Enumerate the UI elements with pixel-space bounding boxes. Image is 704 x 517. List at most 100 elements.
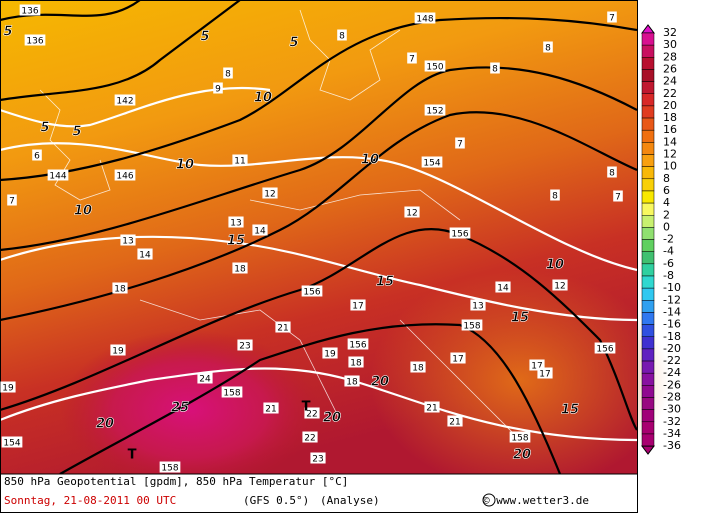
colorbar-label: -20 [663,342,681,355]
temperature-value: 8 [609,169,615,179]
temperature-value-box [495,281,511,293]
temperature-value-box [7,194,17,206]
temperature-value: 17 [452,355,463,365]
geopotential-label: 152 [426,107,443,117]
colorbar-band [641,154,655,167]
temperature-value: 18 [346,378,358,388]
temperature-value-box [410,361,426,373]
geopotential-label-box [221,386,243,398]
geopotential-label: 154 [3,439,20,449]
temperature-value-box [262,187,278,199]
isotherm-label: 15 [511,311,529,326]
colorbar-label: -12 [663,293,681,306]
colorbar-band [641,263,655,277]
colorbar-band [641,409,655,423]
isotherm-label: 25 [171,401,189,416]
temperature-value-box [237,339,253,351]
temperature-value: 7 [609,14,615,24]
temperature-value: 7 [9,197,15,207]
temperature-value-box [607,11,617,23]
colorbar-band [641,32,655,46]
isotherm-label: 10 [546,258,564,273]
temperature-value-box [424,401,440,413]
colorbar-label: -14 [663,305,681,318]
temperature-value: 7 [615,193,621,203]
colorbar-label: -10 [663,281,681,294]
colorbar-band [641,385,655,398]
temperature-value: 13 [230,219,241,229]
colorbar-label: 10 [663,160,677,173]
temperature-value: 23 [312,455,323,465]
temperature-value: 17 [539,370,550,380]
geopotential-label-box [47,169,69,181]
isotherm-label: 5 [3,25,12,40]
colorbar-label: 4 [663,196,670,209]
colorbar-label: -32 [663,415,681,428]
isotherm-label: 15 [561,403,579,418]
colorbar-label: 22 [663,87,677,100]
temperature-value: 13 [472,302,483,312]
temperature-value-box [455,137,465,149]
colorbar-label: 26 [663,62,677,75]
colorbar-label: 20 [663,99,677,112]
temperature-value-box [613,190,623,202]
colorbar-band [641,117,655,131]
temperature-value-box [213,82,223,94]
colorbar-label: -34 [663,427,681,440]
temperature-value: 22 [304,434,315,444]
isotherm-label: 20 [371,375,389,390]
temperature-value: 18 [114,285,126,295]
colorbar-label: -26 [663,378,681,391]
geopotential-label: 136 [26,37,43,47]
geopotential-label-box [421,156,443,168]
colorbar-label: 0 [663,220,670,233]
geopotential-label-box [509,431,531,443]
geopotential-label-box [24,34,46,46]
geopotential-contours [0,0,638,475]
temperature-value: 18 [234,265,246,275]
temperature-value-box [344,375,360,387]
colorbar-band [641,190,655,204]
colorbar-label: 12 [663,148,677,161]
temperature-value: 9 [215,85,221,95]
colorbar-band [641,336,655,350]
isotherm-label: 20 [96,417,114,432]
temperature-value-box [322,347,338,359]
geopotential-label: 154 [423,159,440,169]
temperature-value: 12 [406,209,417,219]
colorbar-label: -2 [663,233,674,246]
geopotential-label: 156 [303,288,320,298]
colorbar-band [641,397,655,410]
colorbar-band [641,178,655,192]
geopotential-label-box [159,461,181,473]
temperature-value: 22 [306,410,317,420]
temperature-value-box [450,352,466,364]
temperature-value-box [228,216,244,228]
trough-marker: T [128,448,137,463]
colorbar-band [641,433,655,447]
temperature-value-box [407,52,417,64]
isotherm-label: 15 [227,234,245,249]
geopotential-label-box [414,12,436,24]
footer-credit: © www.wetter3.de [483,494,589,507]
geopotential-label-box [347,338,369,350]
temperature-value: 21 [449,418,460,428]
temperature-value-box [275,321,291,333]
colorbar-label: -36 [663,439,681,452]
colorbar-band [641,166,655,180]
isotherm-label: 20 [323,411,341,426]
temperature-value-box [0,381,16,393]
temperature-value: 13 [122,237,133,247]
colorbar-band [641,81,655,94]
temperature-value: 17 [352,302,363,312]
temperature-value: 21 [426,404,437,414]
colorbar-label: -28 [663,391,681,404]
temperature-value-box [348,356,364,368]
colorbar-label: -24 [663,366,681,379]
isotherm-label: 5 [72,125,81,140]
colorbar-label: -6 [663,257,674,270]
temperature-value: 7 [409,55,415,65]
colorbar-band [641,129,655,143]
geopotential-label: 156 [451,230,468,240]
